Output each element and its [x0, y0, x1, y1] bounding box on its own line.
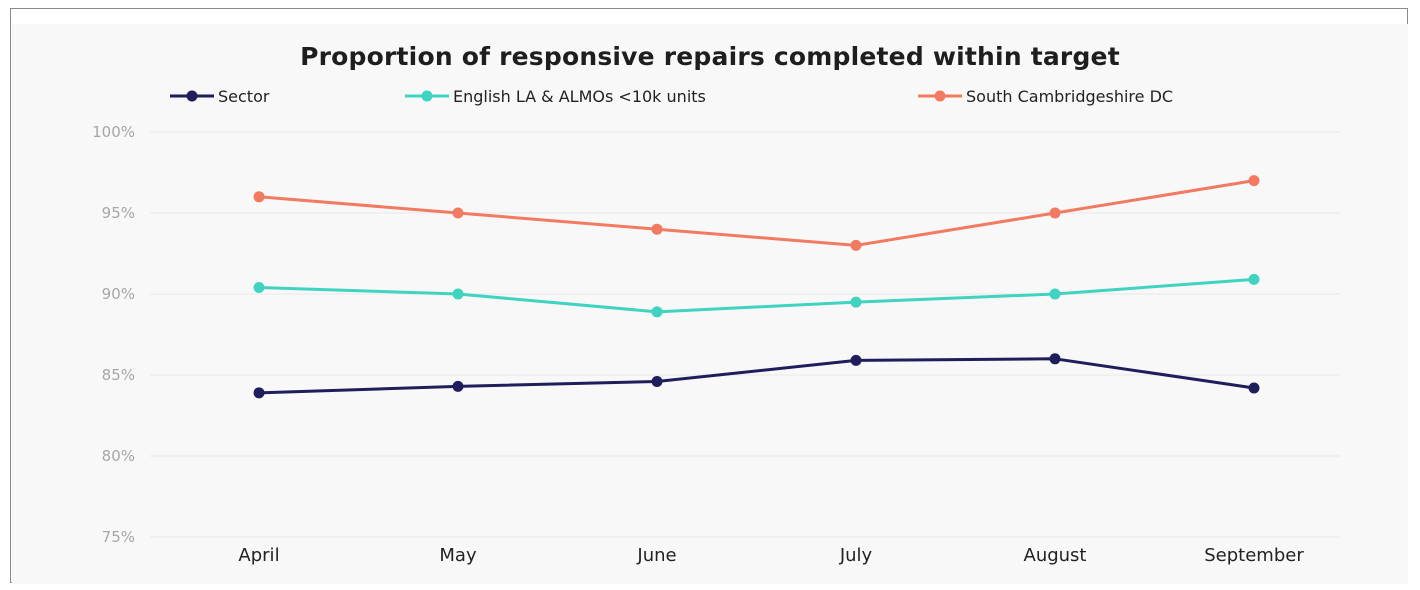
legend-label: Sector	[218, 87, 270, 106]
data-point	[452, 288, 464, 300]
data-point	[1248, 382, 1260, 394]
x-tick-label: July	[839, 545, 873, 566]
x-tick-label: August	[1024, 545, 1087, 566]
series-line	[258, 357, 1255, 395]
series-line	[258, 277, 1255, 314]
y-tick-label: 85%	[102, 366, 135, 384]
legend-label: English LA & ALMOs <10k units	[453, 87, 706, 106]
y-tick-label: 100%	[92, 123, 135, 141]
data-point	[850, 354, 862, 366]
data-point	[253, 387, 265, 399]
data-point	[1248, 175, 1260, 187]
x-tick-label: September	[1204, 545, 1304, 566]
x-tick-label: April	[238, 545, 279, 566]
chart-panel	[12, 24, 1408, 584]
legend-swatch-marker	[934, 90, 946, 102]
y-tick-label: 80%	[102, 447, 135, 465]
y-tick-label: 90%	[102, 285, 135, 303]
series-line	[258, 179, 1255, 247]
data-point	[850, 296, 862, 308]
series-lines	[253, 175, 1260, 399]
y-axis-ticks: 100% 95% 90% 85% 80% 75%	[92, 123, 135, 546]
legend-swatch-marker	[421, 90, 433, 102]
data-point	[253, 282, 265, 294]
gridlines	[150, 131, 1340, 538]
data-point	[651, 375, 663, 387]
x-axis-ticks: April May June July August September	[238, 545, 1304, 566]
y-tick-label: 95%	[102, 204, 135, 222]
data-point	[452, 207, 464, 219]
legend-swatch-marker	[186, 90, 198, 102]
x-tick-label: May	[439, 545, 477, 566]
data-point	[1049, 288, 1061, 300]
legend: Sector English LA & ALMOs <10k units South…	[170, 87, 1173, 106]
data-point	[651, 223, 663, 235]
data-point	[850, 239, 862, 251]
y-tick-label: 75%	[102, 528, 135, 546]
data-point	[1248, 273, 1260, 285]
data-point	[1049, 207, 1061, 219]
data-point	[452, 380, 464, 392]
x-tick-label: June	[636, 545, 676, 566]
data-point	[651, 306, 663, 318]
data-point	[1049, 353, 1061, 365]
chart-title: Proportion of responsive repairs complet…	[300, 42, 1120, 71]
data-point	[253, 191, 265, 203]
legend-label: South Cambridgeshire DC	[966, 87, 1173, 106]
